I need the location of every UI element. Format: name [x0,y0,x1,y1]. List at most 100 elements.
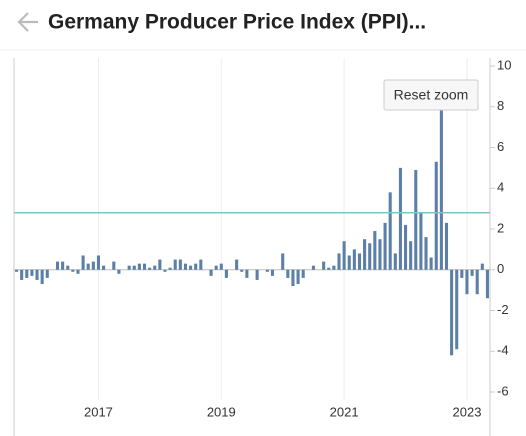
bar [291,269,295,287]
button-label: Reset zoom [394,87,469,103]
bar [424,237,428,270]
bar [383,222,387,270]
bar [409,241,413,270]
bar [393,253,397,270]
bar [214,265,218,270]
bar [35,269,39,280]
bar [460,269,464,278]
bar [240,269,244,272]
bar [153,265,157,270]
bar [112,261,116,270]
bar [71,269,75,272]
x-tick-label: 2019 [207,404,236,419]
bar [439,108,443,270]
bar [178,259,182,270]
bar [357,253,362,270]
bar [132,265,136,270]
marks: 10 8 6 4 2 0 -2 -4 -6 2017 2019 2021 2023 [14,57,511,419]
bar [117,269,121,274]
reset-zoom-button[interactable]: Reset zoom [383,79,479,111]
bar [450,269,454,356]
button-box [383,79,479,111]
bar [470,269,474,276]
bar [76,269,80,274]
bar [465,269,469,295]
bar [322,261,326,270]
bar [373,231,377,270]
bar [189,265,193,270]
bar [102,265,106,270]
bar [286,269,290,278]
bar [40,269,44,285]
bar [45,269,49,278]
bar [404,224,408,270]
bar [368,243,372,270]
bar [86,263,90,270]
bar [96,255,100,270]
y-tick-label: 4 [497,180,504,195]
bar [480,263,484,270]
bar [378,239,382,270]
bar [337,253,341,270]
bar [388,192,392,270]
back-arrow-icon [17,12,38,32]
bar [311,265,315,270]
bar [30,269,34,276]
bar [148,267,152,270]
bar [429,257,433,270]
bar [414,169,418,270]
y-tick-label: 8 [497,98,504,113]
bar [245,269,249,278]
bar [398,167,402,270]
header [0,0,526,48]
bar [235,259,239,270]
bar [281,253,285,270]
y-tick-label: -2 [497,302,509,317]
bar [265,269,269,272]
bar [347,255,351,270]
bar [455,269,459,350]
bar [20,269,24,280]
chart-title: Germany Producer Price Index (PPI)... [48,11,426,34]
bar [332,265,336,270]
y-tick-label: 10 [497,57,511,72]
bar [163,269,167,272]
bar [199,259,203,270]
back-arrow[interactable] [17,12,38,32]
y-tick-label: 2 [497,220,504,235]
y-tick-label: -4 [497,343,509,358]
bar [342,241,346,270]
bar [142,263,147,270]
bar [168,267,172,270]
bar [173,259,177,270]
bar [15,269,19,272]
bar [363,239,367,270]
bar [66,265,70,270]
bar [255,269,259,280]
x-tick-label: 2023 [453,404,482,419]
bar [352,249,356,270]
x-tick-label: 2021 [330,404,359,419]
y-tick-label: 6 [497,139,504,154]
y-tick-label: -6 [497,383,509,398]
bar [61,261,65,270]
bar [194,263,198,270]
bar [419,212,423,270]
bar [219,263,223,270]
bar [301,269,305,278]
bar [485,269,489,299]
bar [25,269,29,278]
bar [434,161,438,270]
bar [81,255,85,270]
bar [327,267,331,270]
bar [137,263,141,270]
bar [209,269,213,276]
y-tick-label: 0 [497,261,504,276]
bar [55,261,60,270]
bar [296,269,300,285]
x-tick-label: 2017 [84,404,113,419]
bar [127,265,131,270]
bar [224,269,228,278]
